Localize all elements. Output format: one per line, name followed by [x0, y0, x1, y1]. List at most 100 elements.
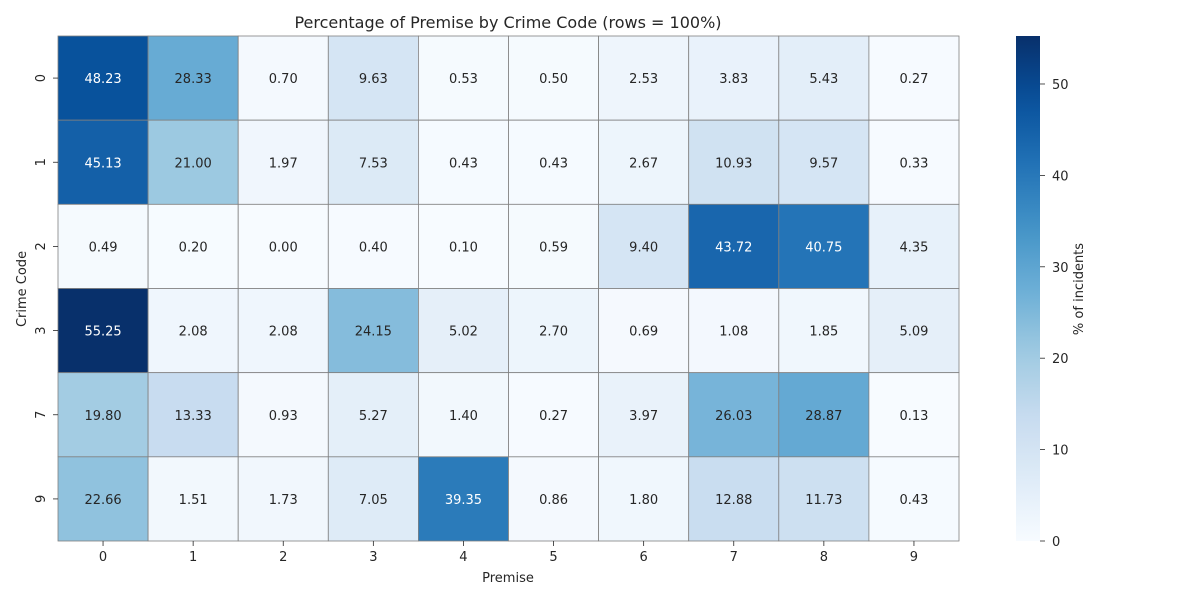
cell-value-label: 13.33 — [175, 409, 212, 424]
x-tick-label: 4 — [459, 550, 467, 565]
cell-value-label: 0.93 — [269, 409, 298, 424]
x-tick-label: 6 — [640, 550, 648, 565]
x-tick-label: 2 — [279, 550, 287, 565]
x-tick-label: 8 — [820, 550, 828, 565]
x-axis-ticks: 0 1 2 3 4 5 6 7 8 9 — [99, 541, 918, 565]
y-axis-label: Crime Code — [15, 251, 30, 327]
cell-value-label: 9.63 — [359, 72, 388, 87]
cell-value-label: 0.53 — [449, 72, 478, 87]
cell-value-label: 0.13 — [899, 409, 928, 424]
heatmap-cell — [417, 372, 509, 458]
cell-value-label: 0.59 — [539, 240, 568, 255]
y-tick-label: 1 — [34, 158, 49, 166]
cell-value-label: 3.83 — [719, 72, 748, 87]
cell-value-label: 7.53 — [359, 156, 388, 171]
heatmap-cell — [508, 372, 599, 458]
cell-value-label: 55.25 — [84, 325, 121, 340]
cell-value-label: 5.43 — [809, 72, 838, 87]
colorbar-tick-label: 30 — [1052, 261, 1069, 276]
cell-value-label: 0.10 — [449, 240, 478, 255]
cell-value-label: 0.86 — [539, 493, 568, 508]
heatmap-cell — [598, 203, 690, 289]
colorbar: 0 10 20 30 40 50 — [1016, 36, 1069, 550]
heatmap-cell — [688, 203, 780, 289]
cell-value-label: 1.80 — [629, 493, 658, 508]
heatmap-cell — [57, 288, 149, 374]
heatmap-cell — [417, 203, 509, 289]
heatmap-cell — [868, 35, 960, 121]
cell-value-label: 5.02 — [449, 325, 478, 340]
x-tick-label: 0 — [99, 550, 107, 565]
heatmap-cell — [778, 288, 870, 374]
cell-value-label: 0.33 — [899, 156, 928, 171]
x-axis-label: Premise — [482, 571, 534, 586]
cell-value-label: 0.00 — [269, 240, 298, 255]
cell-value-label: 2.70 — [539, 325, 568, 340]
heatmap-cell — [868, 119, 960, 205]
heatmap-cell — [688, 372, 780, 458]
cell-value-label: 0.27 — [899, 72, 928, 87]
y-tick-label: 0 — [34, 74, 49, 82]
cell-value-label: 9.40 — [629, 240, 658, 255]
heatmap-cell — [508, 119, 599, 205]
cell-value-label: 28.87 — [805, 409, 842, 424]
heatmap-cell — [57, 35, 149, 121]
y-tick-label: 3 — [34, 326, 49, 334]
heatmap-cell — [417, 456, 509, 542]
cell-value-label: 0.20 — [179, 240, 208, 255]
heatmap-cell — [598, 119, 690, 205]
heatmap-cell — [327, 35, 419, 121]
x-tick-label: 1 — [189, 550, 197, 565]
cell-value-label: 1.40 — [449, 409, 478, 424]
cell-value-label: 0.43 — [449, 156, 478, 171]
cell-value-label: 1.85 — [809, 325, 838, 340]
cell-value-label: 22.66 — [84, 493, 121, 508]
cell-value-label: 1.97 — [269, 156, 298, 171]
chart-title: Percentage of Premise by Crime Code (row… — [294, 13, 721, 32]
heatmap-cell — [688, 288, 780, 374]
cell-value-label: 0.27 — [539, 409, 568, 424]
cell-value-label: 0.40 — [359, 240, 388, 255]
cell-value-label: 0.69 — [629, 325, 658, 340]
heatmap-cell — [688, 119, 780, 205]
y-axis-ticks: 0 1 2 3 7 9 — [34, 74, 58, 503]
cell-value-label: 12.88 — [715, 493, 752, 508]
cell-value-label: 48.23 — [84, 72, 121, 87]
cell-value-label: 5.09 — [899, 325, 928, 340]
heatmap-cell — [147, 119, 239, 205]
cell-value-label: 4.35 — [899, 240, 928, 255]
heatmap-cell — [417, 35, 509, 121]
heatmap-cell — [57, 203, 149, 289]
heatmap-cell — [417, 119, 509, 205]
cell-value-label: 26.03 — [715, 409, 752, 424]
heatmap-cell — [508, 288, 599, 374]
heatmap-cell — [508, 35, 599, 121]
x-tick-label: 3 — [369, 550, 377, 565]
cell-value-label: 0.50 — [539, 72, 568, 87]
cell-value-label: 19.80 — [84, 409, 121, 424]
colorbar-tick-label: 0 — [1052, 535, 1060, 550]
heatmap-cell — [417, 288, 509, 374]
cell-value-label: 21.00 — [175, 156, 212, 171]
cell-value-label: 11.73 — [805, 493, 842, 508]
heatmap-cell — [778, 372, 870, 458]
cell-value-label: 24.15 — [355, 325, 392, 340]
heatmap-cell — [778, 203, 870, 289]
x-tick-label: 9 — [910, 550, 918, 565]
heatmap-cell — [598, 456, 690, 542]
heatmap-cell — [237, 456, 329, 542]
heatmap-cells: 48.23 28.33 0.70 9.63 0.53 0.50 2.53 3.83 5.43 0.… — [57, 35, 960, 542]
cell-value-label: 28.33 — [175, 72, 212, 87]
heatmap-cell — [147, 372, 239, 458]
cell-value-label: 2.08 — [179, 325, 208, 340]
heatmap-cell — [57, 456, 149, 542]
heatmap-cell — [868, 203, 960, 289]
heatmap-cell — [237, 203, 329, 289]
heatmap-cell — [598, 372, 690, 458]
heatmap-cell — [237, 35, 329, 121]
cell-value-label: 10.93 — [715, 156, 752, 171]
cell-value-label: 1.51 — [179, 493, 208, 508]
heatmap-cell — [778, 456, 870, 542]
heatmap-cell — [688, 35, 780, 121]
cell-value-label: 39.35 — [445, 493, 482, 508]
